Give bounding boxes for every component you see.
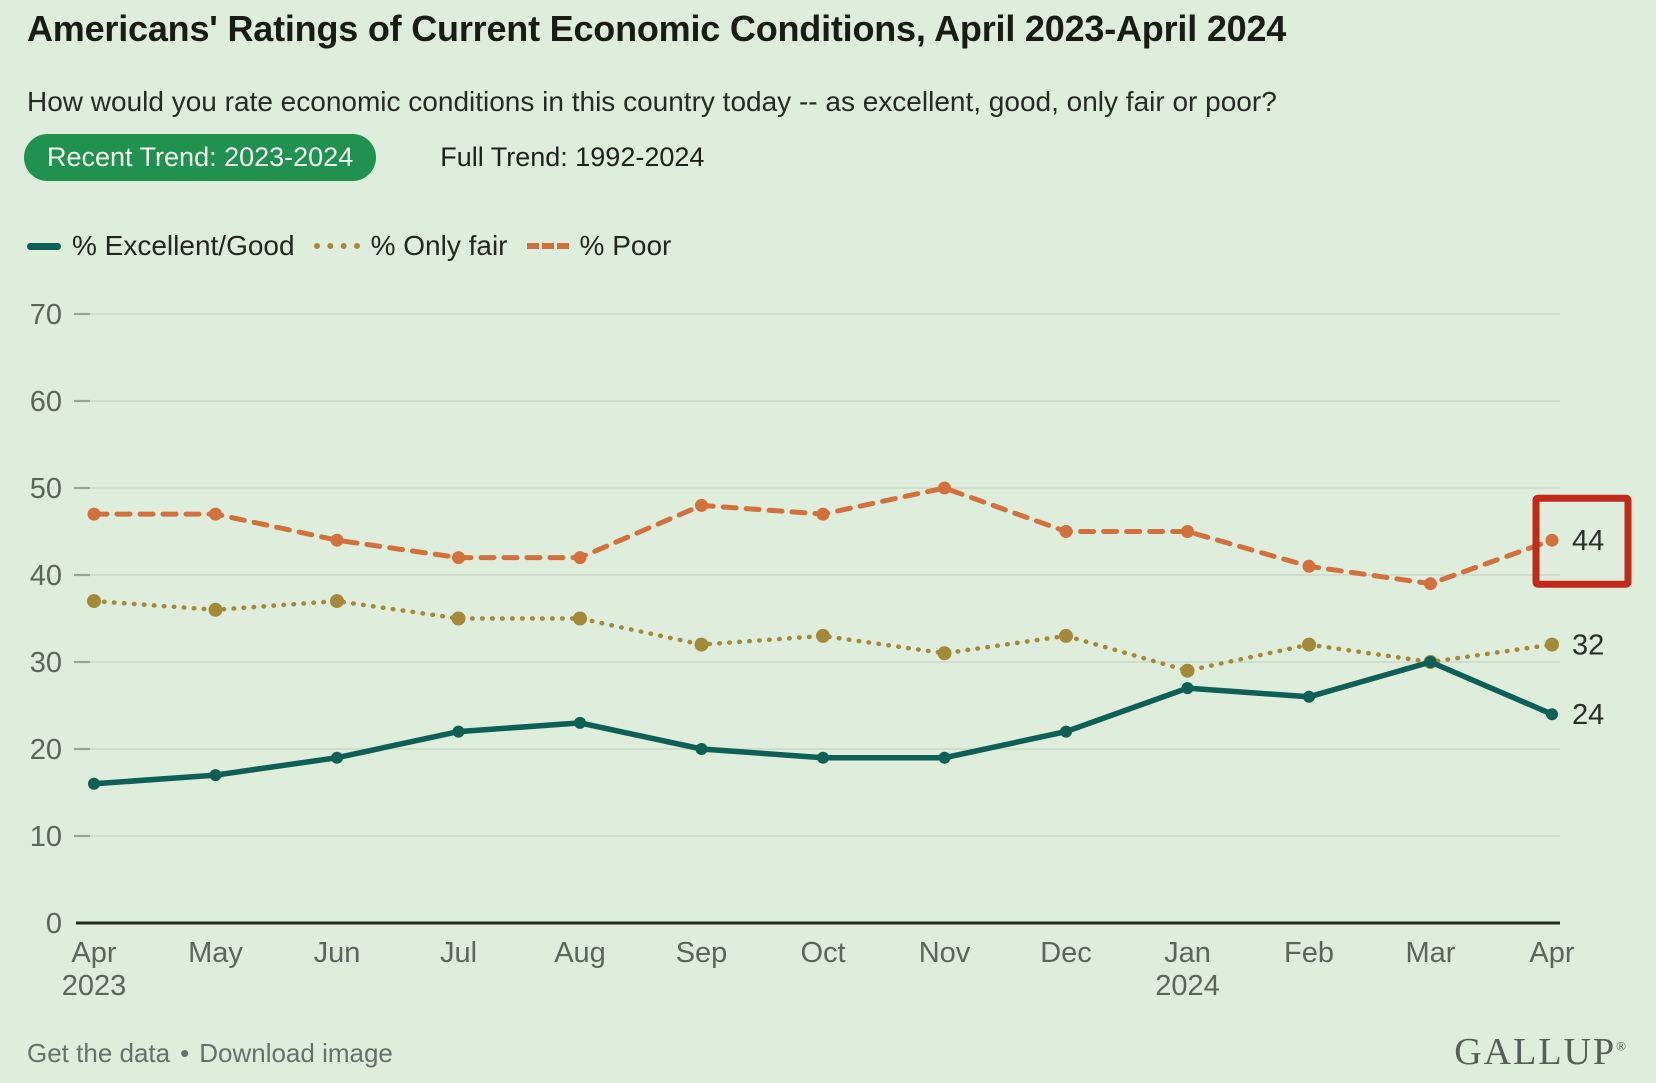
svg-text:Sep: Sep (676, 937, 728, 969)
svg-text:Mar: Mar (1406, 937, 1456, 969)
legend-item-excellent-good: % Excellent/Good (27, 230, 295, 262)
svg-text:Apr: Apr (71, 937, 116, 969)
svg-text:24: 24 (1572, 699, 1604, 731)
svg-text:Feb: Feb (1284, 937, 1334, 969)
svg-text:32: 32 (1572, 630, 1604, 662)
svg-text:0: 0 (46, 908, 62, 940)
footer-separator: • (180, 1038, 190, 1068)
chart-legend: % Excellent/Good % Only fair % Poor (27, 230, 671, 262)
only-fair-line-swatch (313, 243, 360, 249)
download-image-link[interactable]: Download image (199, 1038, 393, 1068)
get-the-data-link[interactable]: Get the data (27, 1038, 171, 1068)
svg-text:40: 40 (30, 560, 62, 592)
svg-text:Jul: Jul (440, 937, 477, 969)
footer-links: Get the data • Download image (27, 1038, 393, 1069)
svg-text:Jan: Jan (1164, 937, 1211, 969)
svg-text:Oct: Oct (800, 937, 845, 969)
svg-text:Apr: Apr (1529, 937, 1574, 969)
svg-text:60: 60 (30, 386, 62, 418)
svg-text:10: 10 (30, 821, 62, 853)
svg-text:Dec: Dec (1040, 937, 1092, 969)
tab-full-trend[interactable]: Full Trend: 1992-2024 (440, 142, 705, 172)
svg-text:20: 20 (30, 734, 62, 766)
page-title: Americans' Ratings of Current Economic C… (27, 8, 1287, 49)
svg-text:Nov: Nov (919, 937, 971, 969)
svg-text:70: 70 (30, 299, 62, 331)
svg-text:50: 50 (30, 473, 62, 505)
poor-line-swatch (526, 243, 569, 249)
legend-label-excellent-good: % Excellent/Good (72, 230, 295, 261)
svg-text:30: 30 (30, 647, 62, 679)
svg-text:44: 44 (1572, 525, 1604, 557)
svg-text:2023: 2023 (62, 970, 127, 1002)
legend-label-only-fair: % Only fair (370, 230, 508, 261)
svg-text:Aug: Aug (554, 937, 606, 969)
excellent-good-line-swatch (27, 242, 61, 250)
gallup-logo: GALLUP® (1454, 1031, 1626, 1073)
legend-item-poor: % Poor (526, 230, 672, 262)
survey-question: How would you rate economic conditions i… (27, 86, 1277, 117)
trend-tabs: Recent Trend: 2023-2024 Full Trend: 1992… (24, 134, 704, 181)
registered-mark: ® (1616, 1038, 1626, 1054)
tab-recent-trend[interactable]: Recent Trend: 2023-2024 (24, 134, 377, 181)
svg-text:Jun: Jun (314, 937, 361, 969)
svg-text:2024: 2024 (1155, 970, 1220, 1002)
svg-text:May: May (188, 937, 243, 969)
legend-item-only-fair: % Only fair (313, 230, 508, 262)
legend-label-poor: % Poor (579, 230, 672, 261)
